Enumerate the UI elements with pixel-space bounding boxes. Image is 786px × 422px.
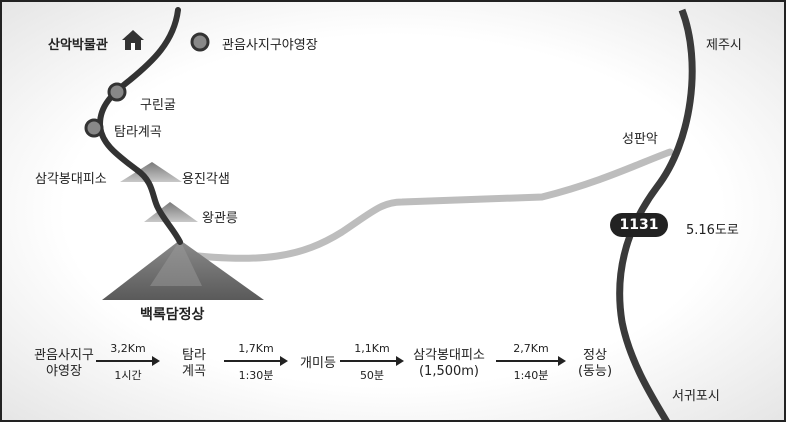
arrow-right-icon <box>96 355 160 367</box>
segment-time: 1시간 <box>114 369 142 382</box>
segment-distance: 1,7Km <box>238 342 274 355</box>
label-seogwipo: 서귀포시 <box>672 389 720 404</box>
label-museum: 산악박물관 <box>48 38 108 53</box>
label-gurinkul: 구린굴 <box>140 98 176 113</box>
route-step-1: 관음사지구 야영장 <box>34 348 94 379</box>
label-shelter: 삼각봉대피소 <box>35 172 107 187</box>
trail-line <box>96 7 183 245</box>
label-summit: 백록담정상 <box>140 307 205 323</box>
label-camp-legend: 관음사지구야영장 <box>222 38 318 53</box>
route-step-5: 정상 (동능) <box>577 348 613 379</box>
route-segment-4: 2,7Km 1:40분 <box>496 342 566 383</box>
route-segment-3: 1,1Km 50분 <box>340 342 404 383</box>
arrow-right-icon <box>224 355 288 367</box>
road-number-badge: 1131 <box>610 213 668 237</box>
label-tamra-valley: 탐라계곡 <box>114 125 162 140</box>
segment-time: 50분 <box>359 369 385 382</box>
marker-tamra <box>84 118 104 138</box>
label-jeju-city: 제주시 <box>706 38 742 53</box>
arrow-right-icon <box>340 355 404 367</box>
route-step-3: 개미등 <box>300 356 336 371</box>
label-wanggwan: 왕관릉 <box>202 211 238 226</box>
route-segment-2: 1,7Km 1:30분 <box>224 342 288 383</box>
marker-gurinkul <box>107 82 127 102</box>
route-step-4: 삼각봉대피소 (1,500m) <box>413 348 485 379</box>
label-yongjin: 용진각샘 <box>182 172 230 187</box>
segment-time: 1:30분 <box>238 369 274 382</box>
segment-time: 1:40분 <box>513 369 549 382</box>
small-peak-2 <box>144 202 198 222</box>
route-segment-1: 3,2Km 1시간 <box>96 342 160 383</box>
label-516-road: 5.16도로 <box>686 223 739 238</box>
marker-legend <box>190 32 210 52</box>
route-step-2: 탐라 계곡 <box>182 348 206 379</box>
segment-distance: 1,1Km <box>354 342 390 355</box>
house-icon <box>122 30 144 50</box>
label-seongpanak: 성판악 <box>622 132 658 147</box>
small-peak-1 <box>120 162 182 182</box>
road-seongpanak <box>176 148 674 262</box>
segment-distance: 3,2Km <box>110 342 146 355</box>
segment-distance: 2,7Km <box>513 342 549 355</box>
arrow-right-icon <box>496 355 566 367</box>
